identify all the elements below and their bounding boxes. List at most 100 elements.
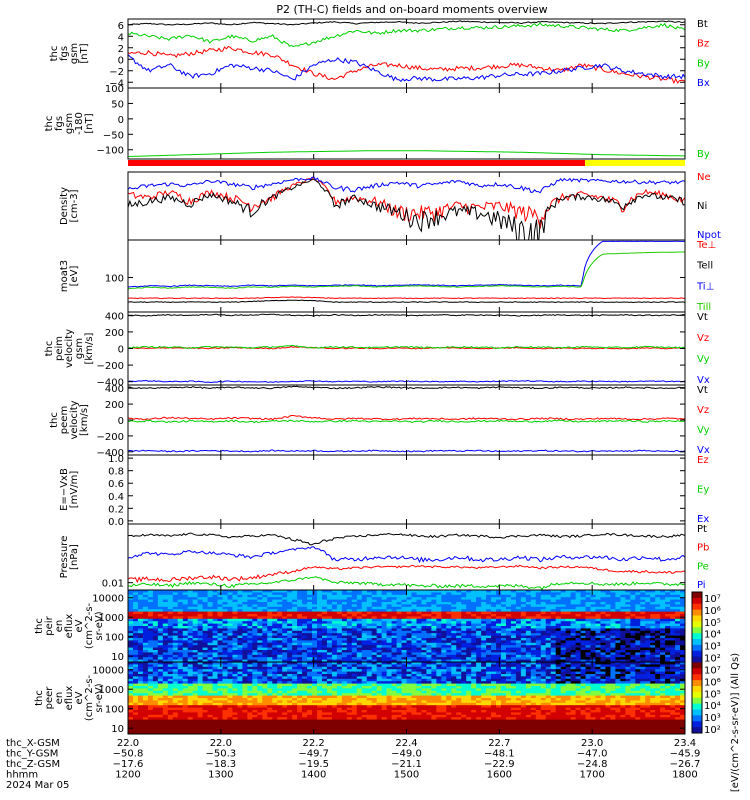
spectrogram-cell: [421, 597, 427, 601]
spectrogram-cell: [351, 594, 358, 598]
spectrogram-cell: [326, 662, 333, 665]
spectrogram-cell: [222, 657, 229, 661]
spectrogram-cell: [272, 683, 278, 687]
spectrogram-cell: [152, 606, 159, 610]
spectrogram-cell: [312, 659, 318, 662]
spectrogram-cell: [471, 659, 477, 662]
spectrogram-cell: [441, 683, 447, 687]
spectrogram-cell: [197, 606, 204, 610]
spectrogram-cell: [595, 678, 602, 682]
spectrogram-cell: [401, 614, 408, 617]
spectrogram-cell: [217, 669, 224, 673]
spectrogram-cell: [321, 657, 328, 661]
spectrogram-cell: [152, 626, 159, 629]
legend-Npot: Npot: [697, 230, 721, 241]
spectrogram-cell: [570, 621, 577, 625]
spectrogram-cell: [336, 623, 343, 627]
spectrogram-cell: [466, 647, 472, 651]
spectrogram-cell: [456, 599, 462, 603]
spectrogram-cell: [565, 616, 572, 620]
spectrogram-cell: [307, 626, 313, 629]
spectrogram-cell: [237, 590, 243, 593]
spectrogram-cell: [262, 602, 268, 605]
spectrogram-cell: [665, 686, 671, 689]
spectrogram-cell: [336, 606, 343, 610]
spectrogram-cell: [530, 662, 537, 665]
spectrogram-cell: [262, 674, 268, 677]
spectrogram-cell: [227, 592, 234, 596]
spectrogram-cell: [132, 614, 139, 617]
spectrogram-cell: [212, 647, 219, 651]
spectrogram-cell: [421, 623, 427, 627]
spectrogram-cell: [565, 640, 572, 644]
spectrogram-cell: [640, 676, 646, 680]
spectrogram-cell: [451, 623, 457, 627]
spectrogram-cell: [515, 640, 522, 644]
spectrogram-cell: [466, 650, 472, 653]
spectrogram-cell: [426, 683, 432, 687]
spectrogram-cell: [670, 642, 676, 646]
spectrogram-cell: [142, 642, 149, 646]
spectrogram-cell: [545, 609, 552, 613]
spectrogram-cell: [227, 683, 234, 687]
spectrogram-cell: [152, 666, 159, 670]
spectrogram-cell: [635, 638, 641, 641]
spectrogram-cell: [670, 676, 676, 680]
spectrogram-cell: [326, 628, 333, 632]
spectrogram-cell: [391, 599, 398, 603]
spectrogram-cell: [505, 628, 512, 632]
spectrogram-cell: [650, 683, 656, 687]
spectrogram-cell: [446, 652, 452, 656]
spectrogram-cell: [625, 623, 631, 627]
spectrogram-cell: [302, 616, 308, 620]
spectrogram-cell: [267, 611, 273, 615]
spectrogram-cell: [331, 669, 338, 673]
spectrogram-cell: [645, 609, 651, 613]
spectrogram-cell: [137, 666, 144, 670]
spectrogram-cell: [222, 650, 229, 653]
spectrogram-cell: [346, 645, 353, 649]
spectrogram-cell: [500, 599, 507, 603]
spectrogram-cell: [515, 618, 522, 622]
spectrogram-cell: [187, 671, 194, 675]
spectrogram-cell: [461, 674, 467, 677]
spectrogram-cell: [361, 650, 368, 653]
spectrogram-cell: [665, 650, 671, 653]
spectrogram-cell: [635, 686, 641, 689]
spectrogram-cell: [655, 686, 661, 689]
spectrogram-cell: [391, 606, 398, 610]
spectrogram-cell: [381, 621, 388, 625]
spectrogram-cell: [476, 664, 482, 668]
spectrogram-cell: [421, 609, 427, 613]
spectrogram-cell: [650, 614, 656, 617]
spectrogram-cell: [595, 662, 602, 665]
spectrogram-cell: [242, 635, 248, 639]
spectrogram-cell: [316, 626, 323, 629]
spectrogram-cell: [217, 592, 224, 596]
spectrogram-cell: [287, 592, 293, 596]
spectrogram-cell: [252, 626, 258, 629]
spectrogram-cell: [610, 681, 616, 685]
spectrogram-cell: [585, 686, 592, 689]
spectrogram-cell: [217, 640, 224, 644]
spectrogram-cell: [515, 645, 522, 649]
spectrogram-cell: [147, 657, 154, 661]
spectrogram-cell: [625, 657, 631, 661]
spectrogram-cell: [336, 604, 343, 608]
spectrogram-cell: [222, 602, 229, 605]
spectrogram-cell: [510, 638, 517, 641]
spectrogram-cell: [655, 669, 661, 673]
spectrogram-cell: [545, 599, 552, 603]
spectrogram-cell: [630, 635, 636, 639]
spectrogram-cell: [252, 638, 258, 641]
spectrogram-cell: [481, 683, 487, 687]
spectrogram-cell: [391, 645, 398, 649]
spectrogram-cell: [605, 611, 611, 615]
spectrogram-cell: [436, 604, 442, 608]
spectrogram-cell: [326, 604, 333, 608]
spectrogram-cell: [530, 635, 537, 639]
spectrogram-cell: [172, 597, 179, 601]
spectrogram-cell: [555, 654, 562, 658]
spectrogram-cell: [302, 626, 308, 629]
spectrogram-cell: [331, 645, 338, 649]
